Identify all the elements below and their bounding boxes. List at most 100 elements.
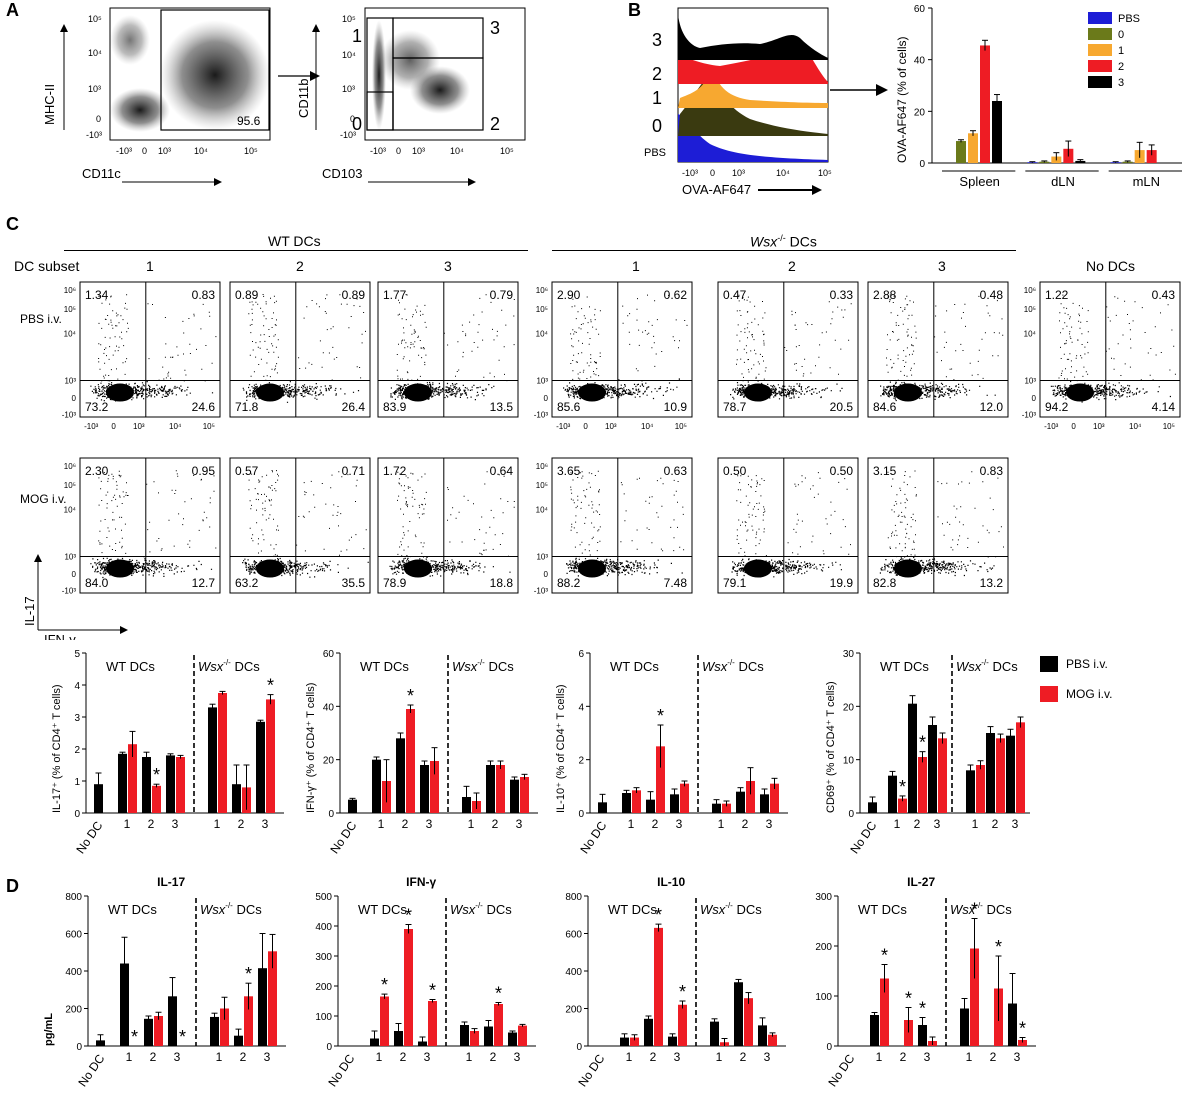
y-tick-label: 300 [315, 952, 332, 963]
category-label: No DC [575, 1051, 607, 1089]
y-tick-label: 100 [815, 992, 832, 1003]
hist-label-pbs: PBS [644, 147, 666, 159]
category-label: 3 [1014, 1050, 1021, 1064]
panel-label-d: D [6, 876, 19, 896]
ko-group-label: Wsx-/- DCs [450, 901, 512, 917]
category-label: 2 [402, 817, 409, 831]
tick: 0 [72, 570, 77, 579]
ko-sup: -/- [225, 901, 233, 910]
bar [656, 746, 665, 813]
category-label: 3 [172, 817, 179, 831]
quad-ul: 0.47 [723, 288, 747, 302]
category-label: 3 [676, 817, 683, 831]
scatter-dots [242, 294, 366, 403]
y-tick-label: 1 [74, 777, 80, 788]
panel-label-b: B [628, 0, 641, 20]
ko-sup: -/- [725, 901, 733, 910]
plot-frame [1039, 281, 1181, 418]
significance-star: * [245, 964, 252, 984]
quad-ur: 0.33 [830, 288, 854, 302]
ko-suffix: DCs [735, 659, 764, 674]
c3-chart: 0 2 4 6 IL-10⁺ (% of CD4⁺ T cells) No DC 1 2 3 1 2… [555, 649, 788, 856]
tick: 10³ [536, 553, 548, 562]
bar [770, 783, 779, 813]
dense-cluster [256, 559, 284, 578]
quad-ul: 3.15 [873, 464, 897, 478]
y-tick-label: 60 [914, 4, 926, 15]
y-tick-label: 0 [919, 159, 925, 170]
dense-cluster [744, 383, 772, 402]
dotplot-mog: 3.65 0.63 88.2 7.48 [551, 457, 693, 594]
quad-ll: 94.2 [1045, 400, 1069, 414]
tick: 10⁴ [169, 422, 182, 431]
quad-ul: 1.22 [1045, 288, 1069, 302]
dotplot-pbs: 1.22 0.43 94.2 4.14 [1039, 281, 1181, 418]
quad-ur: 0.79 [490, 288, 514, 302]
tick: 10⁵ [244, 146, 258, 156]
plot-frame [551, 457, 693, 594]
plot-frame [377, 457, 519, 594]
bar [404, 929, 413, 1046]
bar [870, 1015, 879, 1046]
plot-frame [79, 281, 221, 418]
tick: 10⁶ [536, 462, 548, 471]
bar [128, 744, 137, 813]
bar [622, 793, 631, 813]
category-label: 1 [876, 1050, 883, 1064]
scatter-dots [731, 472, 851, 578]
bar [908, 703, 917, 813]
significance-star: * [1019, 1019, 1026, 1039]
bar [620, 1037, 629, 1046]
scatter-dots [1050, 294, 1176, 403]
dense-cluster [578, 559, 606, 578]
tick: 10⁴ [641, 422, 654, 431]
quad-ul: 3.65 [557, 464, 581, 478]
legend-mog-label: MOG i.v. [1066, 687, 1113, 701]
bar [918, 757, 927, 813]
ko-header: Wsx-/- DCs [750, 233, 817, 250]
significance-star: * [495, 984, 502, 1004]
legend-mog: MOG i.v. [1040, 686, 1112, 702]
y-tick-label: 400 [65, 967, 82, 978]
tick: 10⁴ [64, 505, 77, 514]
tick: 0 [350, 114, 355, 124]
category-label: No DC [327, 818, 359, 856]
bar [518, 1025, 527, 1046]
b-arrow [830, 84, 888, 96]
quad-ur: 0.43 [1152, 288, 1176, 302]
ko-gene: Wsx [700, 902, 726, 917]
tick: -10³ [62, 410, 77, 419]
quad-lr: 20.5 [830, 400, 854, 414]
tick: 10⁴ [1024, 329, 1037, 338]
y-tick-label: 800 [65, 892, 82, 903]
scatter-dots [566, 470, 685, 577]
bar [496, 765, 505, 813]
tick: 0 [544, 570, 549, 579]
ko-gene: Wsx [702, 659, 728, 674]
bar [168, 996, 177, 1046]
dotplot-pbs: 2.88 0.48 84.6 12.0 [867, 281, 1009, 418]
dotplot-mog: 2.30 0.95 84.0 12.7 [79, 457, 221, 594]
dotplot-mog: 0.50 0.50 79.1 19.9 [717, 457, 859, 594]
tick: -10³ [682, 168, 698, 178]
significance-star: * [971, 900, 978, 920]
quad-ll: 78.9 [383, 576, 407, 590]
dense-cluster [106, 383, 134, 402]
category-label: 3 [514, 1050, 521, 1064]
category-label: 3 [1012, 817, 1019, 831]
quad-ul: 2.88 [873, 288, 897, 302]
tick: 10⁶ [64, 286, 76, 295]
bar [380, 996, 389, 1046]
tick: 10⁴ [776, 168, 790, 178]
y-tick-label: 2 [578, 756, 584, 767]
tick: 0 [96, 114, 101, 124]
category-label: 1 [216, 1050, 223, 1064]
legend-label: 3 [1118, 77, 1124, 89]
quad-ll: 85.6 [557, 400, 581, 414]
y-tick-label: 20 [914, 107, 926, 118]
tick: 10⁵ [88, 14, 102, 24]
plot-frame [79, 457, 221, 594]
bar [94, 784, 103, 813]
c-axis-key: IL-17 IFN-γ [22, 554, 128, 640]
